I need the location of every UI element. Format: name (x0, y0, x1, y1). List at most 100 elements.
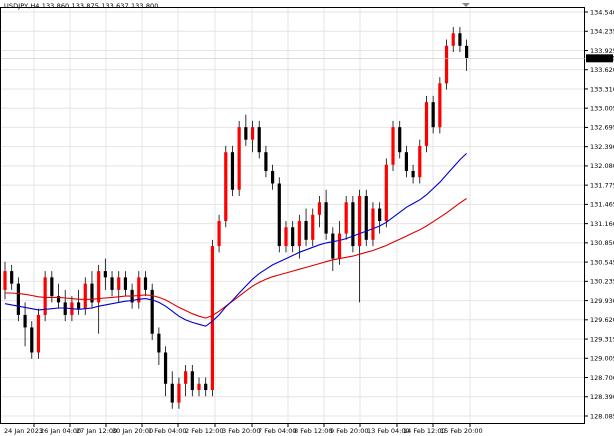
bull-candle (210, 246, 214, 391)
bear-candle (264, 152, 268, 171)
plot-area[interactable] (0, 7, 585, 424)
bull-candle (451, 33, 455, 46)
bull-candle (337, 233, 342, 259)
bull-candle (36, 314, 41, 353)
bear-candle (277, 183, 281, 247)
price-label: 129.930 (590, 297, 614, 305)
price-label: 132.695 (590, 124, 614, 132)
bull-candle (438, 83, 442, 128)
price-label: 131.775 (590, 181, 614, 189)
bull-candle (424, 102, 429, 146)
bear-candle (431, 102, 435, 128)
bear-candle (324, 202, 328, 234)
price-label: 129.315 (590, 335, 614, 343)
bull-candle (83, 283, 87, 309)
bull-candle (137, 277, 141, 303)
bull-candle (117, 277, 121, 290)
bull-candle (184, 371, 188, 384)
bear-candle (56, 296, 61, 303)
bull-candle (284, 227, 288, 247)
time-label: 7 Feb 04:00 (258, 427, 297, 435)
time-label: 15 Feb 20:00 (440, 427, 483, 435)
time-label: 24 Jan 2023 (4, 427, 43, 435)
current-price-label: 133.800 (588, 55, 614, 63)
bear-candle (10, 271, 14, 284)
bear-candle (30, 327, 34, 353)
bear-candle (157, 333, 161, 353)
time-label: 9 Feb 20:00 (330, 427, 369, 435)
bear-candle (271, 170, 275, 184)
price-label: 133.005 (590, 104, 614, 112)
bull-candle (217, 221, 221, 247)
bear-candle (150, 289, 154, 334)
price-label: 134.235 (590, 28, 614, 36)
bear-candle (331, 233, 335, 259)
bear-candle (163, 352, 168, 384)
price-label: 129.620 (590, 316, 614, 324)
time-label: 8 Feb 12:00 (294, 427, 333, 435)
bull-candle (237, 127, 241, 190)
bear-candle (378, 208, 382, 222)
bull-candle (177, 383, 181, 403)
bull-candle (43, 277, 47, 315)
bear-candle (411, 170, 415, 178)
bull-candle (97, 271, 101, 303)
bear-candle (90, 283, 94, 303)
price-label: 130.850 (590, 239, 614, 247)
bear-candle (230, 152, 235, 190)
price-label: 130.545 (590, 258, 614, 266)
bear-candle (257, 127, 261, 153)
bull-candle (357, 196, 362, 247)
bear-candle (304, 221, 308, 240)
price-label: 132.080 (590, 162, 614, 170)
price-label: 134.540 (590, 8, 614, 16)
time-label: 3 Feb 20:00 (222, 427, 261, 435)
bear-candle (465, 45, 469, 59)
time-label: 30 Jan 20:00 (112, 427, 153, 435)
bull-candle (391, 127, 395, 165)
price-label: 131.160 (590, 220, 614, 228)
bull-candle (418, 145, 422, 178)
ma-slow-line (5, 198, 467, 319)
bull-candle (297, 221, 301, 247)
bear-candle (364, 196, 368, 240)
bear-candle (170, 383, 174, 403)
price-label: 131.465 (590, 201, 614, 209)
time-label: 1 Feb 04:00 (148, 427, 187, 435)
bear-candle (244, 127, 248, 140)
time-label: 27 Jan 12:00 (76, 427, 117, 435)
bear-candle (16, 283, 20, 315)
bear-candle (123, 277, 128, 290)
bear-candle (291, 227, 295, 247)
price-label: 133.310 (590, 85, 614, 93)
bear-candle (76, 302, 81, 309)
bear-candle (23, 314, 27, 328)
bull-candle (444, 45, 449, 84)
price-label: 130.235 (590, 278, 614, 286)
price-label: 129.005 (590, 355, 614, 363)
symbol-info-label: USDJPY,H4 133.860 133.875 133.637 133.80… (4, 2, 159, 10)
bear-candle (50, 277, 54, 297)
time-label: 13 Feb 04:00 (367, 427, 410, 435)
bear-candle (351, 202, 355, 247)
bear-candle (458, 33, 462, 46)
bull-candle (384, 164, 388, 222)
bull-candle (317, 202, 322, 215)
bear-candle (204, 383, 208, 391)
bull-candle (224, 152, 228, 222)
bear-candle (404, 152, 408, 171)
time-label: 14 Feb 12:00 (403, 427, 446, 435)
bear-candle (63, 302, 67, 315)
bull-candle (311, 214, 315, 240)
price-label: 128.390 (590, 393, 614, 401)
chart-shift-icon[interactable] (462, 3, 470, 7)
price-label: 128.700 (590, 374, 614, 382)
bull-candle (197, 383, 201, 391)
price-label: 132.390 (590, 143, 614, 151)
bear-candle (143, 277, 148, 290)
price-label: 133.620 (590, 66, 614, 74)
bear-candle (103, 271, 107, 278)
bull-candle (344, 202, 348, 234)
